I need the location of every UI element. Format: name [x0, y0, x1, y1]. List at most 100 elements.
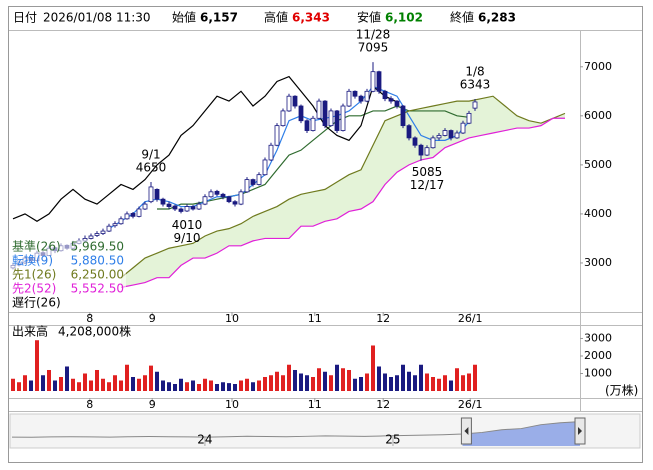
y-tick-label: 5000	[584, 158, 612, 171]
volume-bar	[53, 380, 57, 391]
candle-body	[358, 95, 364, 102]
candle-body	[106, 225, 112, 232]
indicator-line	[12, 75, 398, 222]
handle-arrow	[464, 427, 469, 435]
volume-bar	[59, 376, 63, 391]
annotation-date: 11/28	[356, 28, 391, 42]
field-label: 高値	[264, 10, 288, 25]
candle-body	[412, 137, 418, 146]
volume-bar	[155, 371, 159, 391]
volume-bar	[389, 376, 393, 391]
volume-bar	[203, 378, 207, 391]
volume-bar	[329, 375, 333, 391]
candle-body	[322, 100, 328, 127]
volume-bar	[17, 382, 21, 391]
volume-bar	[35, 340, 39, 391]
frame	[8, 6, 643, 463]
candle-body	[178, 208, 184, 212]
candle-body	[214, 190, 220, 195]
candle-body	[424, 147, 430, 156]
candle-body	[352, 90, 358, 97]
candle-body	[334, 110, 340, 131]
field-value: 6,343	[292, 11, 330, 25]
candle-body	[418, 144, 424, 156]
volume-bar	[239, 380, 243, 391]
candle-body	[124, 213, 130, 220]
volume-bar	[305, 375, 309, 391]
candle-body	[262, 159, 268, 176]
volume-bar	[89, 380, 93, 391]
x-tick-label: 9	[149, 398, 156, 411]
volume-title: 出来高	[12, 324, 48, 339]
candle-body	[112, 223, 118, 227]
x-tick-label: 8	[86, 398, 93, 411]
y-tick-label: 3000	[584, 331, 612, 344]
volume-bar	[149, 365, 153, 391]
candle-body	[142, 203, 148, 210]
candle-body	[460, 122, 466, 134]
volume-bar	[395, 375, 399, 391]
handle-arrow	[578, 427, 582, 435]
volume-bar	[455, 368, 459, 391]
volume-bar	[263, 376, 267, 391]
volume-bar	[113, 375, 117, 391]
legend-box	[10, 240, 126, 311]
field-label: 終値	[450, 10, 474, 25]
indicator-line	[157, 105, 470, 210]
candle-body	[172, 205, 178, 210]
volume-bar	[371, 345, 375, 391]
volume-bar	[281, 375, 285, 391]
volume-bar	[227, 383, 231, 391]
candle-body	[118, 218, 124, 225]
candle-body	[136, 208, 142, 217]
volume-bar	[287, 364, 291, 391]
volume-bar	[167, 382, 171, 391]
field-label: 始値	[172, 10, 196, 25]
header: 日付 2026/01/08 11:30 始値 6,157 高値 6,343 安値 6,10…	[13, 10, 516, 25]
volume-bar	[77, 382, 81, 391]
volume-bar	[347, 369, 351, 391]
candle-body	[310, 117, 316, 131]
volume-bar	[365, 373, 369, 391]
volume-bar	[245, 378, 249, 391]
candle-body	[286, 95, 292, 112]
candle-body	[226, 196, 232, 203]
volume-bar	[467, 373, 471, 391]
candle-body	[292, 95, 298, 107]
candle-body	[100, 230, 106, 234]
candle-body	[238, 191, 244, 205]
candle-body	[316, 100, 322, 119]
volume-bar	[173, 383, 177, 391]
volume-bar	[161, 380, 165, 391]
volume-latest: 4,208,000株	[58, 324, 131, 339]
candle-body	[304, 120, 310, 131]
x-tick-label: 8	[86, 312, 93, 325]
volume-bar	[131, 376, 135, 391]
volume-bar	[323, 371, 327, 391]
candle-body	[88, 235, 94, 239]
annotation-price: 6343	[460, 78, 491, 92]
candle-body	[466, 112, 472, 124]
main-plot	[10, 62, 566, 289]
candle-body	[154, 188, 160, 200]
legend-name: 先1(26)	[12, 268, 56, 282]
y-tick-label: 4000	[584, 207, 612, 220]
annotation-price: 5085	[412, 165, 443, 179]
candle-body	[388, 98, 394, 102]
legend-value: 5,552.50	[71, 282, 124, 296]
overlay: 3000 4000 5000 6000 7000 8 8 9 9 10 10 11 11 12 12 26/1…	[9, 28, 641, 449]
y-tick-label: 2000	[584, 349, 612, 362]
volume-bar	[437, 378, 441, 391]
candle-body	[268, 144, 274, 161]
candle-body	[184, 206, 190, 212]
volume-bar	[401, 364, 405, 391]
volume-bar	[473, 364, 477, 391]
legend-name: 転換(9)	[12, 254, 53, 268]
x-tick-label: 11	[308, 312, 322, 325]
x-tick-label: 26/1	[458, 398, 483, 411]
volume-bar	[257, 380, 261, 391]
candle-body	[328, 110, 334, 127]
annotation-date: 9/1	[141, 148, 160, 162]
candle-body	[250, 179, 256, 185]
candle-body	[160, 198, 166, 205]
